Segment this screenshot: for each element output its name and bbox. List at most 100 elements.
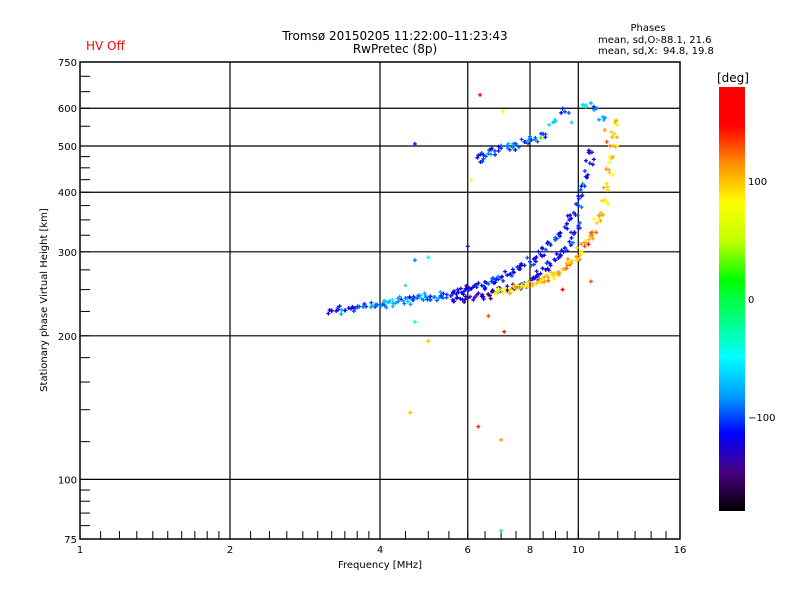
data-point: [594, 106, 599, 111]
data-point: [594, 230, 599, 235]
data-point: [488, 296, 493, 301]
data-point: [584, 175, 589, 180]
data-point: [339, 312, 344, 317]
data-point: [408, 302, 413, 307]
data-point: [416, 293, 421, 298]
data-point: [513, 142, 518, 147]
data-point: [491, 276, 496, 281]
y-tick-label: 400: [58, 188, 77, 199]
data-point: [576, 226, 581, 231]
data-point: [454, 292, 459, 297]
data-point: [588, 230, 593, 235]
data-point: [476, 281, 481, 286]
data-point: [569, 261, 574, 266]
data-point: [510, 145, 515, 150]
data-point: [607, 167, 612, 172]
data-point: [407, 295, 412, 300]
data-point: [411, 298, 416, 303]
data-point: [468, 294, 473, 299]
data-point: [507, 291, 512, 296]
data-point: [393, 301, 398, 306]
data-point: [401, 298, 406, 303]
data-point: [408, 410, 413, 415]
data-point: [382, 303, 387, 308]
data-point: [499, 437, 504, 442]
data-point: [458, 286, 463, 291]
y-tick-label: 75: [64, 535, 77, 546]
data-point: [499, 528, 504, 533]
series-scattered-points: [403, 92, 609, 533]
data-point: [405, 299, 410, 304]
data-point: [604, 166, 609, 171]
data-point: [537, 276, 542, 281]
data-point: [553, 235, 558, 240]
data-point: [496, 144, 501, 149]
data-point: [412, 319, 417, 324]
data-point: [533, 275, 538, 280]
data-point: [562, 109, 567, 114]
data-point: [562, 225, 567, 230]
colorbar: [deg]: [717, 71, 749, 511]
data-point: [519, 283, 524, 288]
data-point: [614, 135, 619, 140]
data-point: [470, 285, 475, 290]
data-point: [584, 158, 589, 163]
data-point: [373, 305, 378, 310]
data-point: [378, 304, 383, 309]
data-point: [403, 283, 408, 288]
data-point: [448, 293, 453, 298]
data-point: [503, 286, 508, 291]
data-point: [337, 304, 342, 309]
data-points: [326, 92, 620, 533]
data-point: [476, 424, 481, 429]
data-point: [580, 182, 585, 187]
data-point: [519, 261, 524, 266]
data-point: [567, 217, 572, 222]
data-point: [438, 290, 443, 295]
series-x-mode-trace: [492, 118, 620, 296]
data-point: [513, 147, 518, 152]
data-point: [507, 147, 512, 152]
data-point: [547, 122, 552, 127]
plot-frame: [79, 61, 681, 540]
data-point: [565, 226, 570, 231]
data-point: [568, 243, 573, 248]
data-point: [607, 160, 612, 165]
data-point: [590, 233, 595, 238]
data-point: [552, 257, 557, 262]
hv-status: HV Off: [86, 39, 125, 53]
data-point: [570, 240, 575, 245]
data-point: [598, 218, 603, 223]
data-point: [544, 273, 549, 278]
data-point: [578, 253, 583, 258]
data-point: [552, 276, 557, 281]
data-point: [474, 292, 479, 297]
data-point: [529, 263, 534, 268]
data-point: [475, 155, 480, 160]
data-point: [343, 308, 348, 313]
chart-subtitle: RwPretec (8p): [353, 42, 437, 56]
data-point: [566, 110, 571, 115]
data-point: [351, 309, 356, 314]
data-point: [339, 308, 344, 313]
data-point: [481, 156, 486, 161]
minor-ticks: [80, 75, 667, 539]
data-point: [553, 271, 558, 276]
data-point: [489, 146, 494, 151]
data-point: [540, 254, 545, 259]
data-point: [609, 129, 614, 134]
data-point: [466, 288, 471, 293]
data-point: [509, 273, 514, 278]
data-point: [496, 286, 501, 291]
data-point: [496, 274, 501, 279]
data-point: [583, 239, 588, 244]
data-point: [441, 291, 446, 296]
x-tick-label: 6: [465, 545, 471, 556]
data-point: [458, 296, 463, 301]
data-point: [528, 259, 532, 264]
data-point: [397, 294, 402, 299]
data-point: [571, 210, 576, 215]
data-point: [610, 134, 615, 139]
data-point: [553, 117, 558, 122]
